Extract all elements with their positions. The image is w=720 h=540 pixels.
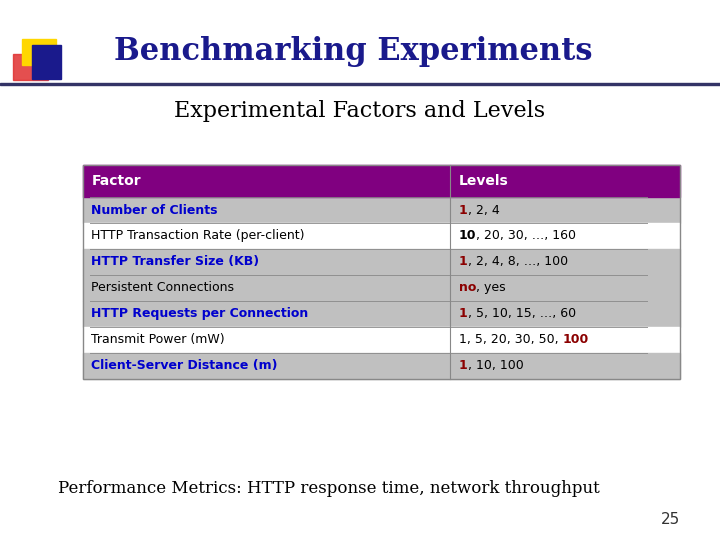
Text: Persistent Connections: Persistent Connections [91, 281, 235, 294]
Bar [83, 165, 680, 379]
Text: , 2, 4, 8, …, 100: , 2, 4, 8, …, 100 [468, 255, 568, 268]
Text: HTTP Requests per Connection: HTTP Requests per Connection [91, 307, 309, 320]
Text: , 2, 4: , 2, 4 [468, 204, 500, 217]
Text: Benchmarking Experiments: Benchmarking Experiments [114, 36, 593, 67]
Text: 1, 5, 20, 30, 50,: 1, 5, 20, 30, 50, [459, 333, 562, 346]
Bar [83, 275, 680, 301]
Text: Experimental Factors and Levels: Experimental Factors and Levels [174, 100, 546, 122]
Text: 25: 25 [661, 511, 680, 526]
Bar [83, 165, 680, 197]
Text: Client-Server Distance (m): Client-Server Distance (m) [91, 359, 278, 372]
Text: 1: 1 [459, 255, 468, 268]
Text: , 20, 30, …, 160: , 20, 30, …, 160 [477, 230, 577, 242]
Text: Number of Clients: Number of Clients [91, 204, 218, 217]
Text: , 10, 100: , 10, 100 [468, 359, 523, 372]
Text: , 5, 10, 15, …, 60: , 5, 10, 15, …, 60 [468, 307, 576, 320]
Bar [83, 353, 680, 379]
Bar [22, 39, 56, 65]
Text: Factor: Factor [91, 174, 141, 188]
Text: 1: 1 [459, 359, 468, 372]
Text: 1: 1 [459, 307, 468, 320]
Bar [83, 249, 680, 275]
Text: Transmit Power (mW): Transmit Power (mW) [91, 333, 225, 346]
Bar [83, 327, 680, 353]
Text: Levels: Levels [459, 174, 509, 188]
Text: no: no [459, 281, 477, 294]
Text: 10: 10 [459, 230, 477, 242]
Text: HTTP Transaction Rate (per-client): HTTP Transaction Rate (per-client) [91, 230, 305, 242]
Text: , yes: , yes [477, 281, 506, 294]
Text: HTTP Transfer Size (KB): HTTP Transfer Size (KB) [91, 255, 260, 268]
Bar [0, 83, 720, 85]
Bar [13, 55, 48, 80]
Bar [83, 197, 680, 223]
Text: 1: 1 [459, 204, 468, 217]
Text: 100: 100 [562, 333, 589, 346]
Bar [32, 45, 61, 79]
Bar [83, 223, 680, 249]
Text: Performance Metrics: HTTP response time, network throughput: Performance Metrics: HTTP response time,… [58, 480, 599, 497]
Bar [83, 165, 680, 379]
Bar [83, 301, 680, 327]
